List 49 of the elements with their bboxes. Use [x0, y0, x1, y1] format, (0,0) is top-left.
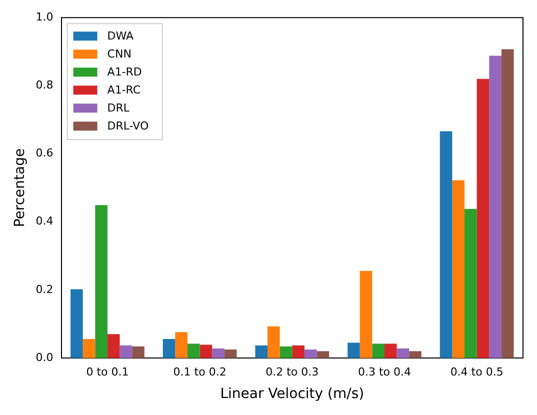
bar [280, 346, 292, 358]
legend-label: DRL [107, 101, 130, 114]
bar [292, 345, 304, 358]
bar [372, 344, 384, 358]
bar [175, 332, 188, 358]
bar [316, 351, 330, 358]
bar [360, 270, 372, 358]
bar [476, 78, 490, 358]
y-tick-label: 0.6 [36, 146, 54, 160]
y-tick-label: 0.8 [36, 78, 54, 92]
bar [304, 349, 317, 358]
bar [132, 346, 144, 358]
bar [348, 342, 360, 358]
y-tick-label: 0.4 [36, 214, 54, 228]
x-tick-label: 0.3 to 0.4 [358, 365, 412, 378]
bar [200, 344, 212, 358]
y-tick-label: 0.2 [36, 282, 54, 296]
bar [501, 49, 514, 358]
bar [82, 338, 96, 358]
y-tick-label: 0.0 [36, 350, 54, 364]
legend-label: A1-RD [107, 65, 142, 78]
x-tick-label: 0.4 to 0.5 [450, 365, 504, 378]
legend-label: CNN [107, 47, 132, 60]
legend-label: DWA [107, 29, 134, 42]
x-axis-title: Linear Velocity (m/s) [220, 386, 364, 402]
bar [396, 348, 410, 358]
bar [384, 344, 397, 358]
x-tick-label: 0.1 to 0.2 [173, 365, 226, 378]
x-tick-label: 0.2 to 0.3 [266, 365, 319, 378]
bar [187, 344, 200, 358]
bar [107, 334, 120, 358]
bar [70, 289, 83, 358]
x-tick-label: 0 to 0.1 [86, 365, 129, 378]
bar [409, 351, 422, 358]
bar [268, 326, 280, 358]
bar [95, 205, 108, 358]
legend-label: DRL-VO [107, 119, 149, 132]
bar [162, 338, 176, 358]
y-tick-label: 1.0 [36, 10, 54, 24]
bar [224, 349, 237, 358]
bar [255, 345, 268, 358]
bar [120, 345, 132, 358]
bar [440, 131, 452, 358]
bar [489, 56, 502, 358]
bar [464, 208, 477, 358]
bar [452, 180, 465, 358]
y-axis-title: Percentage [12, 148, 28, 228]
legend-label: A1-RC [107, 83, 141, 96]
bar [212, 348, 224, 358]
